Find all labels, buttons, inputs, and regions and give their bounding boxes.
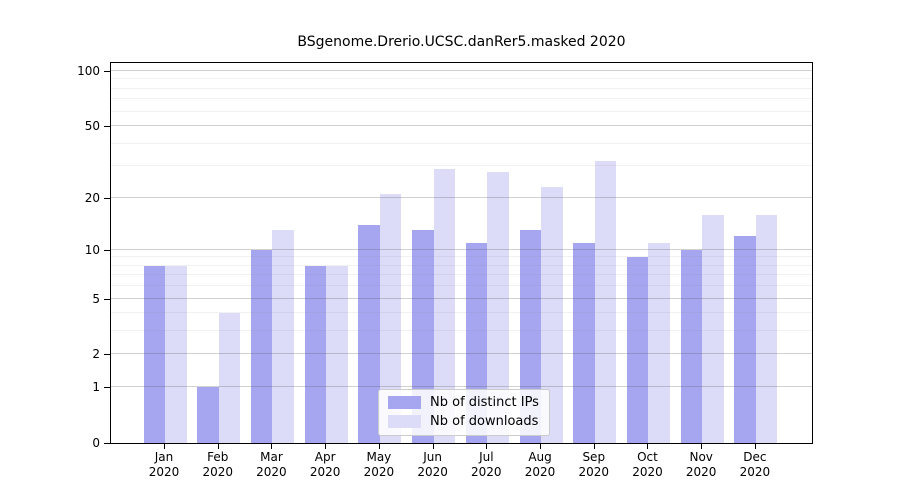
x-tick-label-nov: Nov 2020 xyxy=(685,450,717,479)
gridline-3 xyxy=(111,330,812,332)
bar-downloads-sep xyxy=(594,161,617,443)
gridline-7 xyxy=(111,274,812,276)
x-tick-mark xyxy=(486,444,488,449)
bar-downloads-mar xyxy=(272,230,294,443)
legend-swatch-distinct-ips xyxy=(388,396,421,409)
x-tick-mark xyxy=(701,444,703,449)
y-tick-mark xyxy=(104,354,110,356)
gridline-10 xyxy=(111,248,812,250)
x-tick-mark xyxy=(164,444,165,449)
gridline-5 xyxy=(111,297,812,299)
legend-label-downloads: Nb of downloads xyxy=(430,414,539,429)
x-tick-mark xyxy=(540,444,542,449)
bar-distinct-ips-oct xyxy=(626,257,649,443)
plot-area xyxy=(110,62,813,444)
y-tick-label-100: 100 xyxy=(77,63,100,78)
y-tick-mark xyxy=(104,443,110,444)
x-tick-mark xyxy=(754,444,756,449)
x-tick-mark xyxy=(647,444,649,449)
gridline-8 xyxy=(111,264,812,266)
gridline-9 xyxy=(111,256,812,258)
y-tick-label-2: 2 xyxy=(92,347,100,362)
y-tick-label-50: 50 xyxy=(84,119,100,134)
y-tick-label-20: 20 xyxy=(84,190,100,205)
x-tick-label-may: May 2020 xyxy=(363,450,395,479)
bar-distinct-ips-may xyxy=(358,224,380,443)
gridline-60 xyxy=(111,110,812,112)
x-tick-mark xyxy=(325,444,327,449)
bar-downloads-apr xyxy=(326,265,348,443)
x-tick-label-dec: Dec 2020 xyxy=(739,450,771,479)
bar-downloads-feb xyxy=(218,313,241,443)
gridline-40 xyxy=(111,142,812,144)
gridline-4 xyxy=(111,312,812,314)
gridline-80 xyxy=(111,87,812,89)
y-tick-label-5: 5 xyxy=(92,291,100,306)
gridline-90 xyxy=(111,78,812,80)
bar-distinct-ips-mar xyxy=(250,249,273,443)
y-tick-mark xyxy=(104,249,110,251)
bar-downloads-nov xyxy=(702,214,724,443)
legend: Nb of distinct IPs Nb of downloads xyxy=(378,389,550,436)
legend-label-distinct-ips: Nb of distinct IPs xyxy=(430,395,539,410)
gridline-70 xyxy=(111,98,812,100)
bar-downloads-aug xyxy=(541,186,563,443)
x-tick-label-jul: Jul 2020 xyxy=(471,450,502,479)
x-tick-mark xyxy=(378,444,380,449)
legend-entry-distinct-ips: Nb of distinct IPs xyxy=(388,395,539,410)
bar-downloads-may xyxy=(379,193,402,443)
y-tick-mark xyxy=(104,197,110,199)
bar-downloads-jun xyxy=(433,168,456,443)
x-tick-label-jun: Jun 2020 xyxy=(417,450,448,479)
x-tick-label-oct: Oct 2020 xyxy=(632,450,663,479)
y-tick-label-1: 1 xyxy=(92,380,100,395)
bar-downloads-dec xyxy=(755,214,778,443)
legend-swatch-downloads xyxy=(388,415,421,428)
gridline-30 xyxy=(111,165,812,167)
bar-distinct-ips-apr xyxy=(304,265,327,443)
bar-downloads-oct xyxy=(648,242,670,443)
x-tick-mark xyxy=(271,444,273,449)
bar-downloads-jan xyxy=(165,265,187,443)
x-tick-label-sep: Sep 2020 xyxy=(578,450,610,479)
x-tick-label-aug: Aug 2020 xyxy=(524,450,556,479)
x-tick-label-apr: Apr 2020 xyxy=(309,450,341,479)
x-tick-mark xyxy=(432,444,434,449)
gridline-6 xyxy=(111,285,812,287)
bar-distinct-ips-jan xyxy=(143,265,165,443)
y-tick-mark xyxy=(104,126,110,128)
bar-distinct-ips-sep xyxy=(573,242,595,443)
gridline-100 xyxy=(111,70,812,71)
y-tick-label-0: 0 xyxy=(92,436,100,450)
x-tick-label-feb: Feb 2020 xyxy=(202,450,233,479)
y-tick-mark xyxy=(104,70,110,72)
y-tick-label-10: 10 xyxy=(84,242,100,257)
gridline-2 xyxy=(111,353,812,355)
bar-distinct-ips-nov xyxy=(680,249,703,443)
legend-entry-downloads: Nb of downloads xyxy=(388,414,539,429)
gridline-20 xyxy=(111,196,812,198)
x-tick-mark xyxy=(593,444,595,449)
y-tick-mark xyxy=(104,387,110,389)
x-tick-label-mar: Mar 2020 xyxy=(256,450,287,479)
gridline-50 xyxy=(111,125,812,127)
gridline-1 xyxy=(111,386,812,388)
chart-title: BSgenome.Drerio.UCSC.danRer5.masked 2020 xyxy=(297,34,626,50)
x-tick-mark xyxy=(217,444,219,449)
bar-downloads-jul xyxy=(487,171,509,443)
bar-distinct-ips-feb xyxy=(197,387,219,443)
x-tick-label-jan: Jan 2020 xyxy=(148,450,180,479)
y-tick-mark xyxy=(104,298,110,300)
bar-distinct-ips-dec xyxy=(734,236,756,443)
